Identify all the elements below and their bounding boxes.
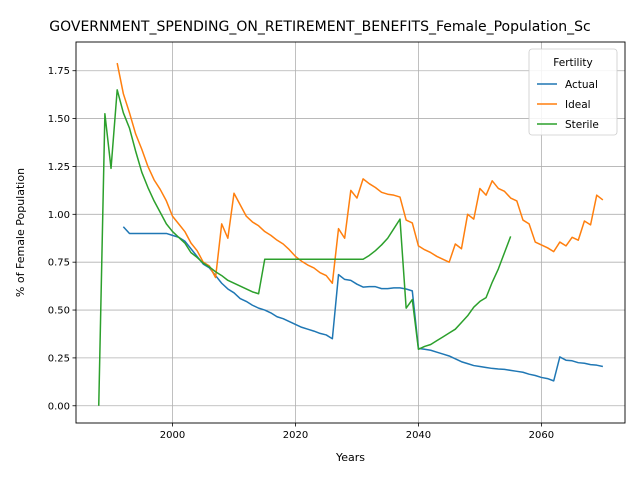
y-tick-label: 1.00 [48,210,70,221]
legend-box [528,48,618,136]
y-tick-label: 1.75 [48,66,70,77]
chart-title: GOVERNMENT_SPENDING_ON_RETIREMENT_BENEFI… [49,19,591,35]
legend-label: Actual [565,79,598,91]
legend-label: Sterile [565,119,599,131]
x-tick-label: 2060 [529,430,554,441]
axis-ticks: 2000 2020 2040 2060 0.00 0.25 0.50 0.75 1.00 1.25… [48,66,554,441]
series-layer [98,62,604,406]
series-line-sterile [98,89,512,406]
series-line-ideal [116,62,604,284]
legend-title: Fertility [553,57,592,69]
y-tick-label: 0.00 [48,401,70,412]
series-line-actual [122,226,604,382]
x-tick-label: 2040 [406,430,431,441]
y-tick-label: 0.50 [48,306,70,317]
y-tick-label: 1.50 [48,114,70,125]
y-tick-label: 0.75 [48,258,70,269]
x-tick-label: 2020 [283,430,308,441]
legend-label: Ideal [565,99,591,111]
plot-frame [75,41,626,424]
grid-lines [76,42,625,423]
x-tick-label: 2000 [160,430,185,441]
x-axis-label: Years [335,451,365,464]
legend: Fertility Actual Ideal Sterile [528,48,618,136]
y-tick-label: 1.25 [48,162,70,173]
y-axis-label: % of Female Population [14,168,27,297]
y-tick-label: 0.25 [48,353,70,364]
